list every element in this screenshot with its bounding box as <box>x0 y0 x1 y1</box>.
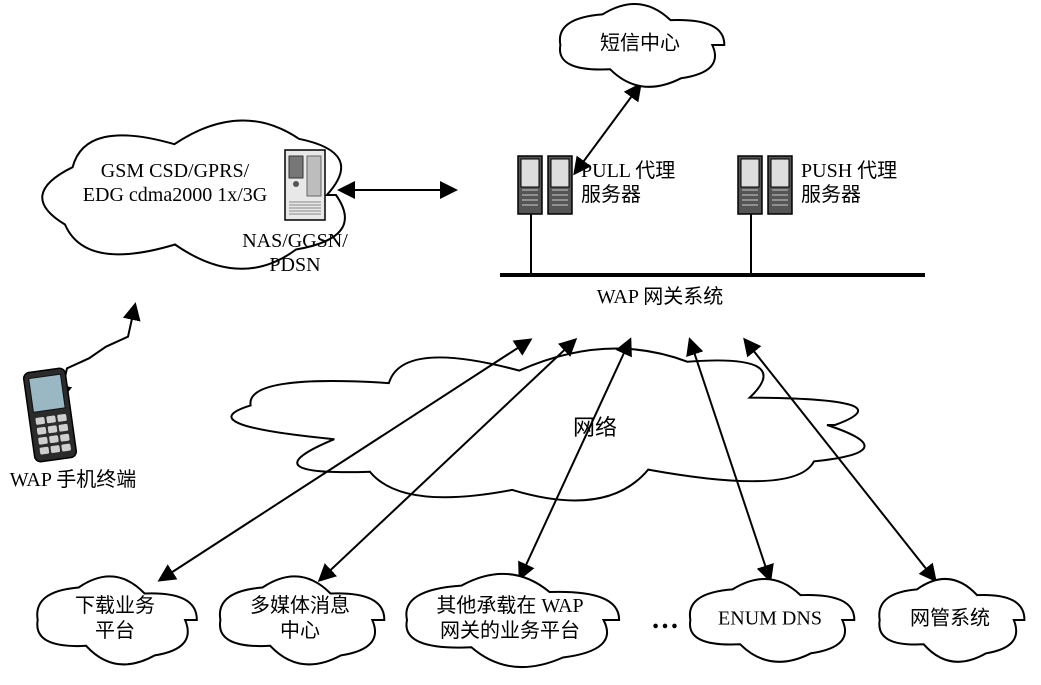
other-platform-cloud: 其他承载在 WAP网关的业务平台 <box>406 574 619 667</box>
wap-phone: WAP 手机终端 <box>10 368 136 491</box>
push-proxy-server-label2: 服务器 <box>801 183 861 206</box>
link-phone-access <box>60 305 135 400</box>
download-platform-cloud-label: 下载业务 <box>75 594 155 617</box>
access-network-cloud-line2: EDG cdma2000 1x/3G <box>83 184 267 206</box>
push-proxy-server-label: PUSH 代理 <box>801 159 897 182</box>
mms-center-cloud: 多媒体消息中心 <box>220 576 384 664</box>
network-cloud-label: 网络 <box>573 415 617 440</box>
access-network-cloud-line1: GSM CSD/GPRS/ <box>101 160 250 182</box>
other-platform-cloud-label: 网关的业务平台 <box>440 619 580 642</box>
download-platform-cloud: 下载业务平台 <box>37 576 197 664</box>
sms-center-cloud-label: 短信中心 <box>600 32 680 55</box>
push-proxy-server: PUSH 代理服务器 <box>738 156 897 275</box>
enum-dns-cloud: ENUM DNS <box>690 579 854 662</box>
download-platform-cloud-label: 平台 <box>95 619 135 642</box>
pull-proxy-server-label2: 服务器 <box>581 183 641 206</box>
mms-center-cloud-label: 中心 <box>280 619 320 642</box>
gateway-system-label: WAP 网关系统 <box>597 285 723 308</box>
access-network-cloud: GSM CSD/GPRS/EDG cdma2000 1x/3G NAS/GGSN/… <box>42 120 348 276</box>
pull-proxy-server-label: PULL 代理 <box>581 159 675 182</box>
other-platform-cloud-label: 其他承载在 WAP <box>436 594 583 617</box>
mms-center-cloud-label: 多媒体消息 <box>250 594 350 617</box>
nms-cloud-label: 网管系统 <box>910 607 990 630</box>
pull-proxy-server: PULL 代理服务器 <box>518 156 675 275</box>
wap-phone-label: WAP 手机终端 <box>10 468 136 491</box>
sms-center-cloud: 短信中心 <box>560 4 724 87</box>
enum-dns-cloud-label: ENUM DNS <box>718 608 822 630</box>
access-network-cloud-line3: NAS/GGSN/ <box>242 230 348 252</box>
nms-cloud: 网管系统 <box>879 579 1024 662</box>
access-network-cloud-line4: PDSN <box>269 254 320 276</box>
ellipsis: … <box>651 604 679 635</box>
